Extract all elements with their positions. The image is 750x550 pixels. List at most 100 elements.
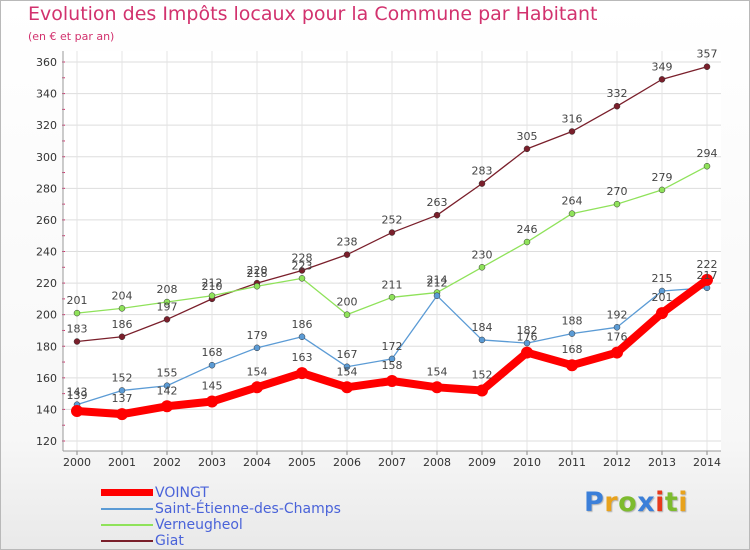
point-giat (73, 338, 81, 345)
y-tick-label: 220 (36, 277, 57, 290)
x-tick-label: 2003 (198, 456, 226, 469)
y-tick-label: 180 (36, 340, 57, 353)
proxiti-logo: Proxiti (584, 487, 688, 518)
point-voingt (656, 307, 668, 320)
data-label-verneugheol: 214 (427, 274, 448, 287)
point-verneugheol (208, 292, 216, 299)
data-label-saint-etienne-des-champs: 188 (562, 315, 583, 328)
legend-item-giat: Giat (101, 533, 441, 549)
point-giat (433, 211, 441, 219)
point-giat (343, 251, 351, 258)
y-tick-label: 260 (36, 214, 57, 227)
legend-label-verneugheol: Verneugheol (155, 517, 243, 533)
y-tick-label: 120 (36, 435, 57, 448)
data-label-saint-etienne-des-champs: 155 (157, 367, 178, 380)
data-label-giat: 183 (67, 323, 88, 336)
data-label-saint-etienne-des-champs: 184 (472, 321, 493, 334)
point-saint-etienne-des-champs (433, 292, 441, 299)
data-label-giat: 349 (652, 60, 673, 73)
legend-swatch-voingt (101, 489, 153, 496)
point-giat (523, 145, 531, 153)
axes: 120 140 160 180 200 220 240 260 280 300 320 340 360 2… (36, 51, 721, 469)
data-label-saint-etienne-des-champs: 172 (382, 340, 403, 353)
data-label-voingt: 137 (112, 392, 133, 405)
legend: VOINGT Saint-Étienne-des-Champs Verneugh… (101, 485, 441, 549)
data-label-giat: 210 (202, 280, 223, 293)
data-label-saint-etienne-des-champs: 217 (697, 269, 718, 282)
data-label-giat: 283 (472, 165, 493, 178)
data-label-verneugheol: 200 (337, 296, 358, 309)
data-label-verneugheol: 208 (157, 283, 178, 296)
data-label-voingt: 222 (697, 258, 718, 271)
logo-letter: P (584, 487, 605, 518)
data-label-saint-etienne-des-champs: 212 (427, 277, 448, 290)
data-label-verneugheol: 204 (112, 289, 133, 302)
data-label-verneugheol: 211 (382, 278, 403, 291)
point-giat (478, 180, 486, 187)
legend-label-saint-etienne: Saint-Étienne-des-Champs (155, 501, 341, 517)
x-tick-label: 2006 (333, 456, 361, 469)
point-verneugheol (343, 311, 351, 318)
x-tick-label: 2013 (648, 456, 676, 469)
data-label-verneugheol: 223 (292, 259, 313, 272)
point-saint-etienne-des-champs (388, 355, 396, 363)
data-label-giat: 316 (562, 112, 583, 125)
data-label-voingt: 168 (562, 343, 583, 356)
y-tick-label: 300 (36, 151, 57, 164)
legend-item-voingt: VOINGT (101, 485, 441, 501)
point-saint-etienne-des-champs (568, 330, 576, 337)
logo-letter: i (655, 487, 665, 518)
data-label-voingt: 176 (517, 331, 538, 344)
x-tick-label: 2005 (288, 456, 316, 469)
point-verneugheol (118, 305, 126, 312)
x-tick-label: 2007 (378, 456, 406, 469)
data-label-saint-etienne-des-champs: 182 (517, 324, 538, 337)
chart-title: Evolution des Impôts locaux pour la Comm… (28, 3, 598, 25)
data-label-verneugheol: 246 (517, 223, 538, 236)
data-label-verneugheol: 230 (472, 248, 493, 261)
legend-swatch-verneugheol (101, 524, 153, 526)
y-tick-label: 320 (36, 119, 57, 132)
point-verneugheol (568, 210, 576, 217)
x-tick-label: 2012 (603, 456, 631, 469)
point-giat (658, 76, 666, 83)
logo-letter: r (604, 487, 619, 518)
x-tick-label: 2002 (153, 456, 181, 469)
y-tick-label: 360 (36, 56, 57, 69)
data-label-voingt: 145 (202, 380, 223, 393)
data-label-voingt: 154 (247, 365, 268, 378)
point-voingt (521, 346, 533, 359)
point-verneugheol (703, 162, 711, 170)
point-saint-etienne-des-champs (658, 287, 666, 295)
data-label-saint-etienne-des-champs: 168 (202, 346, 223, 359)
data-label-voingt: 163 (292, 351, 313, 364)
point-voingt (431, 381, 443, 394)
point-voingt (71, 404, 83, 417)
data-label-giat: 305 (517, 130, 538, 143)
data-label-voingt: 139 (67, 389, 88, 402)
x-tick-label: 2011 (558, 456, 586, 469)
logo-letter: o (618, 487, 638, 518)
legend-swatch-giat (101, 540, 153, 542)
x-tick-label: 2001 (108, 456, 136, 469)
point-saint-etienne-des-champs (208, 361, 216, 369)
point-saint-etienne-des-champs (613, 324, 621, 331)
point-verneugheol (658, 186, 666, 194)
data-label-voingt: 152 (472, 368, 493, 381)
point-verneugheol (478, 264, 486, 271)
data-label-voingt: 201 (652, 291, 673, 304)
point-saint-etienne-des-champs (478, 336, 486, 344)
data-label-voingt: 176 (607, 331, 628, 344)
point-saint-etienne-des-champs (343, 363, 351, 371)
legend-label-voingt: VOINGT (155, 485, 209, 501)
data-label-giat: 228 (292, 251, 313, 264)
y-tick-label: 340 (36, 88, 57, 101)
legend-item-saint-etienne: Saint-Étienne-des-Champs (101, 501, 441, 517)
point-giat (298, 267, 306, 274)
x-tick-label: 2014 (693, 456, 721, 469)
data-label-giat: 197 (157, 300, 178, 313)
point-voingt (296, 367, 308, 380)
data-label-saint-etienne-des-champs: 192 (607, 308, 628, 321)
